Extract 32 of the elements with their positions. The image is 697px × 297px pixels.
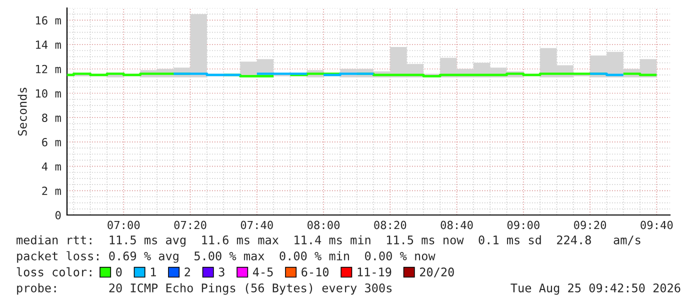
x-tick-label: 07:20 [174,220,206,230]
x-tick-label: 07:40 [240,220,273,230]
x-tick-label: 08:40 [440,220,473,230]
y-tick-label: 2 m [42,186,61,195]
legend-label: 6-10 [302,268,329,276]
x-tick-label: 08:00 [308,220,340,230]
legend-label: 2 [184,268,190,276]
y-tick-label: 0 [55,211,61,220]
x-tick-label: 09:00 [507,220,540,230]
x-tick-label: 07:00 [108,220,140,230]
legend-label: 3 [218,268,224,276]
text: packet loss: 0.69 % avg 5.00 % max 0.00 % min 0.00 % now [17,251,436,263]
y-tick-label: 4 m [42,162,61,171]
y-tick-label: 6 m [42,138,61,146]
y-tick-label: 12 m [36,64,61,74]
x-tick-label: 08:20 [374,220,406,230]
text: probe: 20 ICMP Echo Pings (56 Bytes) every 300s [17,283,392,295]
legend-label: 20/20 [420,268,454,278]
legend-title: loss color: [16,267,92,276]
y-tick-label: 10 m [36,89,61,98]
y-axis-title: Seconds [18,88,27,136]
y-tick-label: 8 m [42,114,61,122]
y-tick-label: 14 m [36,40,61,49]
legend-label: 4-5 [252,268,273,276]
legend-label: 11-19 [358,268,392,276]
legend-label: 1 [151,268,156,276]
text: Tue Aug 25 09:42:50 2026 [510,283,680,295]
x-tick-label: 09:40 [640,220,673,230]
legend-label: 0 [116,268,122,276]
y-tick-label: 16 m [36,16,61,25]
x-tick-label: 09:20 [574,220,606,230]
text: median rtt: 11.5 ms avg 11.6 ms max 11.4 ms min 11.5 ms now 0.1 ms sd 224.8 am/s [16,235,640,247]
